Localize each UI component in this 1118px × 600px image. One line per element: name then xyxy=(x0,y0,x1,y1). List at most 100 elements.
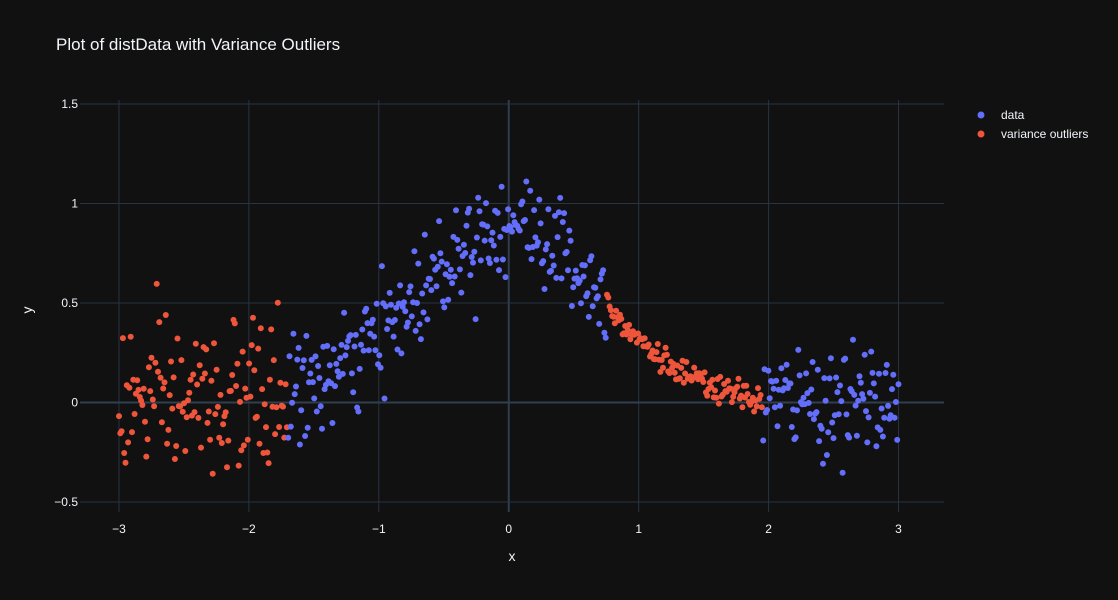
outlier-point xyxy=(274,299,281,306)
outlier-point xyxy=(654,341,661,347)
data-point xyxy=(839,469,846,476)
outlier-point xyxy=(751,408,758,415)
outlier-point xyxy=(169,405,176,412)
data-point xyxy=(369,316,376,323)
data-point xyxy=(415,260,422,267)
outlier-point xyxy=(142,418,148,425)
outlier-point xyxy=(613,307,620,314)
outlier-point xyxy=(186,389,193,396)
data-point xyxy=(312,353,319,360)
data-point xyxy=(868,348,875,355)
outlier-point xyxy=(666,370,673,376)
data-point xyxy=(527,187,534,194)
data-point xyxy=(490,242,497,249)
outlier-point xyxy=(653,349,660,356)
outlier-point xyxy=(662,344,669,351)
data-point xyxy=(402,308,409,315)
data-point xyxy=(895,381,902,388)
data-point xyxy=(473,234,480,241)
data-point xyxy=(365,347,372,354)
data-point xyxy=(289,399,296,406)
outlier-point xyxy=(240,442,247,449)
data-point xyxy=(391,317,398,323)
outlier-point xyxy=(165,426,172,433)
outlier-point xyxy=(658,357,665,363)
data-point xyxy=(894,436,901,443)
data-point xyxy=(885,402,892,409)
outlier-point xyxy=(246,360,253,367)
data-point xyxy=(765,367,772,374)
data-point xyxy=(406,289,413,296)
outlier-point xyxy=(126,384,133,391)
data-point xyxy=(877,426,884,433)
legend-marker-data xyxy=(977,111,985,119)
data-point xyxy=(826,375,833,382)
data-point xyxy=(883,361,890,368)
outlier-point xyxy=(717,373,724,380)
outlier-point xyxy=(157,374,164,381)
data-point xyxy=(290,330,297,337)
data-point xyxy=(337,355,344,362)
data-point xyxy=(505,206,512,213)
outlier-point xyxy=(129,429,135,436)
outlier-point xyxy=(248,342,255,349)
outlier-point xyxy=(607,307,614,314)
data-point xyxy=(535,239,541,246)
data-point xyxy=(333,360,340,367)
outlier-point xyxy=(244,436,251,443)
outlier-point xyxy=(179,408,186,415)
outlier-point xyxy=(216,434,223,441)
outlier-point xyxy=(174,335,181,342)
data-point xyxy=(825,429,832,436)
legend-item-variance-outliers[interactable]: variance outliers xyxy=(977,127,1089,141)
outlier-point xyxy=(256,440,263,447)
outlier-point xyxy=(282,381,289,388)
data-point xyxy=(411,248,418,255)
outlier-point xyxy=(131,411,138,417)
data-point xyxy=(829,419,836,426)
data-point xyxy=(778,365,785,372)
data-point xyxy=(486,260,493,266)
outlier-point xyxy=(185,397,191,404)
x-tick-label: 3 xyxy=(895,522,902,536)
data-point xyxy=(567,237,574,244)
legend-item-data[interactable]: data xyxy=(977,108,1025,122)
data-point xyxy=(467,272,474,279)
y-tick-label: 0 xyxy=(71,396,78,410)
data-point xyxy=(553,274,560,281)
data-point xyxy=(445,296,452,303)
data-point xyxy=(443,261,450,268)
outlier-point xyxy=(233,383,240,389)
data-point xyxy=(859,391,866,398)
outlier-point xyxy=(127,333,134,340)
data-point xyxy=(813,409,820,416)
data-point xyxy=(777,402,784,409)
data-point xyxy=(454,236,461,243)
outlier-point xyxy=(691,364,698,371)
data-point xyxy=(378,263,385,270)
data-point xyxy=(536,196,543,203)
data-point xyxy=(861,351,868,358)
data-point xyxy=(804,390,811,397)
y-tick-labels: −0.5 0 0.5 1 1.5 xyxy=(54,97,78,509)
data-point xyxy=(846,434,853,441)
outlier-point xyxy=(168,358,174,365)
data-point xyxy=(316,375,323,381)
data-point xyxy=(447,266,454,273)
data-point xyxy=(803,370,810,377)
data-point xyxy=(851,391,858,398)
data-point xyxy=(329,420,336,426)
data-point xyxy=(782,377,789,383)
outlier-point xyxy=(605,294,612,301)
data-point xyxy=(528,256,535,263)
legend[interactable]: data variance outliers xyxy=(977,108,1089,141)
data-point xyxy=(430,255,437,262)
data-point xyxy=(594,293,601,300)
outlier-point xyxy=(676,375,683,382)
data-point xyxy=(446,273,453,280)
data-point xyxy=(308,356,315,363)
data-point xyxy=(330,346,337,353)
outlier-point xyxy=(277,379,284,386)
data-point xyxy=(348,370,355,377)
data-point xyxy=(351,343,358,350)
